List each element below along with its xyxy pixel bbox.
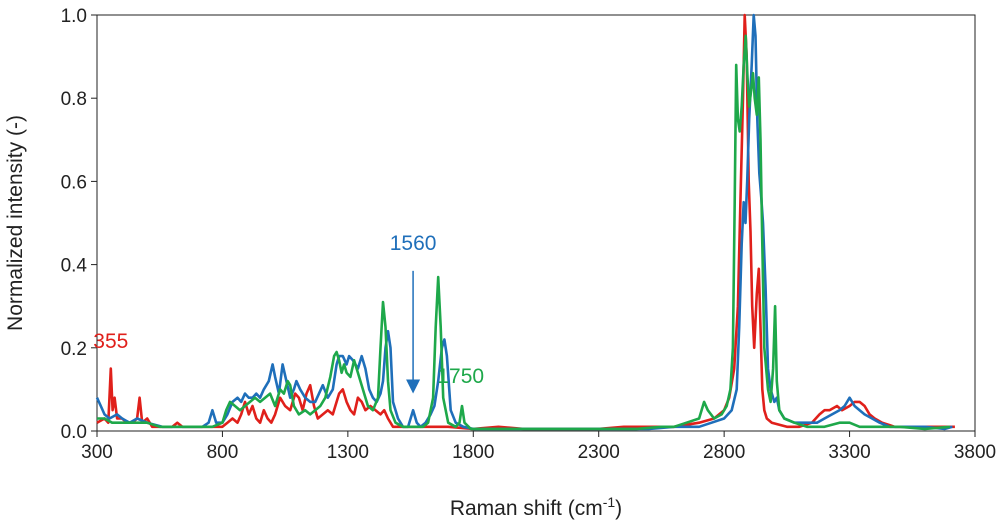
x-tick-label: 300 — [81, 442, 113, 463]
x-tick-label: 1300 — [327, 442, 369, 463]
x-axis-title-sup: -1 — [603, 494, 616, 510]
y-tick-label: 1.0 — [61, 6, 87, 27]
y-tick-label: 0.0 — [61, 422, 87, 443]
y-tick-label: 0.8 — [61, 89, 87, 110]
x-tick-label: 800 — [207, 442, 239, 463]
annotation-layer: 355 1560 1750 — [93, 232, 484, 394]
x-tick-label: 1800 — [452, 442, 494, 463]
series-line-3 — [97, 34, 951, 431]
x-axis-title: Raman shift (cm-1) — [450, 494, 622, 520]
series-layer — [95, 13, 955, 431]
x-tick-label: 3800 — [954, 442, 996, 463]
annotation-label-1560: 1560 — [390, 232, 437, 255]
y-axis-title: Normalized intensity (-) — [4, 115, 27, 331]
y-tick-label: 0.6 — [61, 172, 87, 193]
y-axis: 0.0 0.2 0.4 0.6 0.8 1.0 — [61, 6, 97, 443]
x-tick-label: 2800 — [703, 442, 745, 463]
plot-area — [96, 14, 976, 432]
x-axis-title-main: Raman shift (cm — [450, 497, 603, 520]
x-axis-title-tail: ) — [615, 497, 622, 520]
x-axis: 300 800 1300 1800 2300 2800 3300 3800 — [81, 431, 996, 463]
x-tick-label: 2300 — [578, 442, 620, 463]
annotation-arrow-head — [406, 379, 421, 394]
y-tick-label: 0.4 — [61, 256, 88, 277]
x-tick-label: 3300 — [828, 442, 870, 463]
y-tick-label: 0.2 — [61, 339, 87, 360]
annotation-label-1750: 1750 — [437, 365, 484, 388]
annotation-label-355: 355 — [93, 330, 128, 353]
